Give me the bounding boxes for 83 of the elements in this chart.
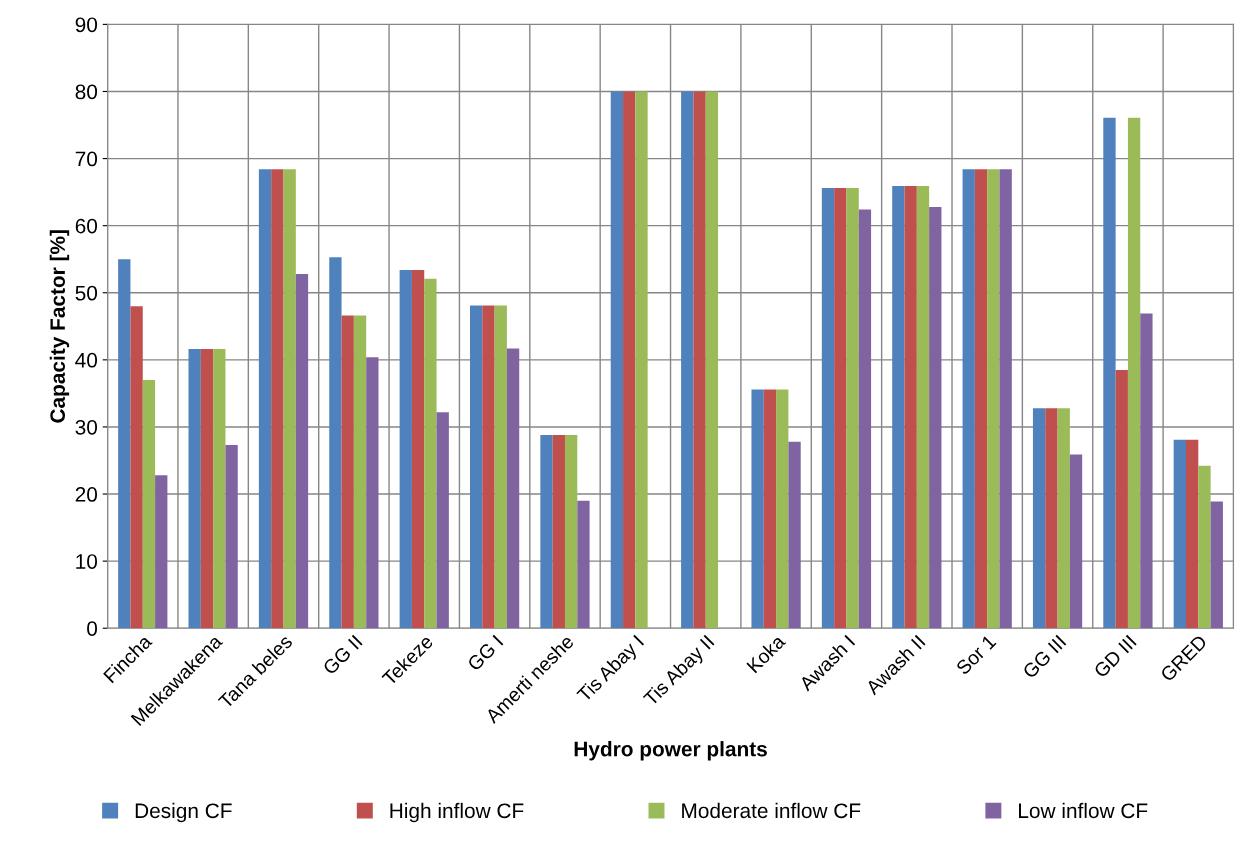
bar — [916, 186, 930, 629]
legend-label: Low inflow CF — [1019, 802, 1148, 819]
bar — [341, 315, 354, 629]
x-axis-title: Hydro power plants — [574, 741, 767, 761]
x-tick-label: GG I — [466, 634, 504, 672]
bar — [635, 91, 648, 629]
bar — [1198, 465, 1211, 629]
bar — [295, 273, 309, 629]
bar — [892, 186, 905, 629]
x-tick-label: GG II — [322, 634, 363, 676]
bar — [271, 169, 284, 629]
bar — [1032, 408, 1046, 629]
bar — [610, 91, 624, 629]
bar — [788, 441, 801, 629]
bar — [751, 389, 764, 629]
bar — [200, 349, 214, 629]
bar — [188, 349, 201, 629]
y-tick-label: 30 — [75, 419, 98, 435]
bar — [1057, 408, 1070, 629]
bar — [999, 169, 1012, 629]
y-tick-label: 40 — [75, 352, 98, 368]
legend-label: Design CF — [135, 802, 232, 823]
bar — [142, 379, 156, 629]
bar — [987, 169, 1000, 629]
bar — [118, 259, 131, 629]
y-tick-label: 90 — [75, 17, 98, 33]
bar — [1140, 313, 1153, 629]
bar — [540, 435, 553, 629]
bar — [494, 305, 507, 629]
bar — [225, 445, 238, 629]
bar — [1127, 117, 1141, 629]
bar — [506, 348, 520, 629]
legend-label: High inflow CF — [390, 802, 524, 823]
bar — [1173, 439, 1186, 629]
bar — [399, 269, 412, 629]
bar — [681, 91, 694, 629]
y-tick-label: 70 — [75, 151, 98, 167]
bar — [283, 169, 296, 629]
y-tick-label: 0 — [87, 621, 98, 636]
bar — [846, 188, 859, 629]
y-tick-label: 20 — [75, 487, 98, 502]
bar — [130, 306, 143, 629]
bar — [258, 169, 272, 629]
bar — [974, 169, 988, 629]
bar — [904, 186, 917, 629]
bar — [353, 315, 367, 629]
y-tick-label: 10 — [76, 554, 98, 569]
bar — [929, 206, 942, 629]
bar — [213, 349, 226, 629]
bar — [821, 188, 835, 629]
bar — [1069, 454, 1083, 629]
bar — [763, 389, 777, 629]
x-tick-label: Sor 1 — [955, 634, 997, 676]
bar — [1115, 369, 1128, 629]
bar — [1185, 439, 1199, 629]
bar — [366, 357, 379, 629]
x-tick-label: GG III — [1021, 634, 1067, 680]
bar — [705, 91, 719, 629]
y-tick-label: 80 — [75, 84, 98, 100]
y-axis-title: Capacity Factor [%] — [49, 230, 70, 423]
bar — [776, 389, 789, 629]
bar — [1045, 408, 1058, 629]
bar — [564, 435, 578, 629]
bar — [623, 91, 636, 629]
bar — [577, 500, 590, 629]
y-tick-label: 50 — [75, 285, 98, 301]
bar — [962, 169, 975, 629]
bar — [693, 91, 706, 629]
y-tick-label: 60 — [75, 218, 98, 234]
bar — [1103, 117, 1116, 629]
bar — [1210, 501, 1223, 629]
bar — [858, 209, 872, 629]
bar — [411, 269, 425, 629]
bar — [436, 412, 449, 629]
bar — [482, 305, 495, 629]
bar — [424, 278, 437, 629]
x-tick-label: GD III — [1093, 634, 1137, 679]
bar — [552, 435, 565, 629]
bar — [155, 475, 168, 629]
bar — [329, 257, 342, 629]
bar — [834, 188, 847, 629]
legend-label: Moderate inflow CF — [682, 802, 861, 819]
bar — [469, 305, 483, 629]
